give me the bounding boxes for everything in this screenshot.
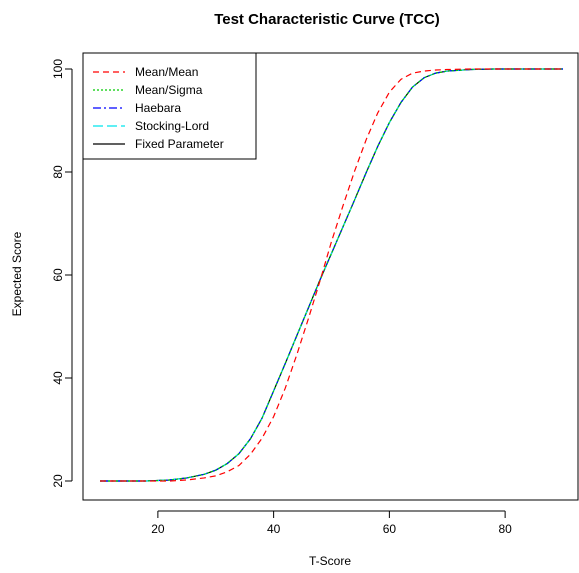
chart-title: Test Characteristic Curve (TCC) <box>214 11 440 28</box>
series-layer <box>100 68 563 482</box>
legend-label: Mean/Mean <box>135 65 198 79</box>
plot-frame <box>82 52 579 501</box>
series-line-mean-mean <box>100 68 563 482</box>
x-tick-label: 60 <box>383 522 397 536</box>
legend-label: Stocking-Lord <box>135 119 209 133</box>
y-tick-label: 40 <box>51 371 65 385</box>
x-axis: 20 40 60 80 <box>151 510 512 536</box>
series-line-mean-sigma <box>100 68 563 482</box>
legend-label: Fixed Parameter <box>135 137 224 151</box>
y-tick-label: 20 <box>51 474 65 488</box>
y-tick-label: 100 <box>51 59 65 79</box>
x-tick-label: 20 <box>151 522 165 536</box>
y-tick-label: 60 <box>51 268 65 282</box>
legend-label: Mean/Sigma <box>135 83 203 97</box>
legend-box <box>82 52 257 160</box>
y-axis-label: Expected Score <box>10 231 24 316</box>
x-tick-label: 80 <box>498 522 512 536</box>
legend: Mean/Mean Mean/Sigma Haebara Stocking-Lord F… <box>82 52 257 160</box>
x-axis-label: T-Score <box>309 554 351 568</box>
y-axis: 20 40 60 80 100 <box>51 59 73 488</box>
x-tick-label: 40 <box>267 522 281 536</box>
y-tick-label: 80 <box>51 165 65 179</box>
legend-label: Haebara <box>135 101 181 115</box>
